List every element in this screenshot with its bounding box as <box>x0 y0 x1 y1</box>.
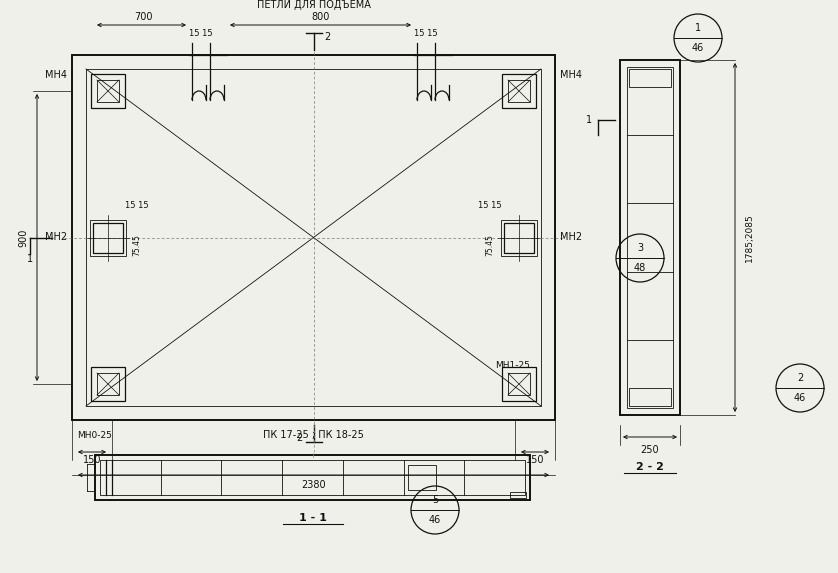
Bar <box>95 455 530 500</box>
Bar <box>502 367 536 401</box>
Bar <box>508 80 530 102</box>
Text: МН1-25: МН1-25 <box>495 360 530 370</box>
Text: 15 15: 15 15 <box>189 29 213 37</box>
Bar <box>86 69 541 406</box>
Bar <box>504 222 534 253</box>
Text: 15 15: 15 15 <box>414 29 437 37</box>
Text: 1: 1 <box>695 23 701 33</box>
Text: 250: 250 <box>641 445 660 455</box>
Text: ПЕТЛИ ДЛЯ ПОДЪЕМА: ПЕТЛИ ДЛЯ ПОДЪЕМА <box>256 0 370 10</box>
Bar <box>502 74 536 108</box>
Bar <box>100 460 525 495</box>
Text: 2: 2 <box>324 32 331 42</box>
Text: 2: 2 <box>297 433 303 443</box>
Text: 3: 3 <box>637 243 643 253</box>
Bar <box>629 69 671 87</box>
Bar <box>620 60 680 415</box>
Bar <box>501 219 537 256</box>
Text: 48: 48 <box>634 263 646 273</box>
Text: МН2: МН2 <box>45 233 67 242</box>
Text: 46: 46 <box>429 515 441 525</box>
Text: 46: 46 <box>794 393 806 403</box>
Text: 75.45: 75.45 <box>132 234 142 257</box>
Bar <box>97 80 119 102</box>
Text: 15 15: 15 15 <box>478 201 502 210</box>
Bar <box>408 465 437 490</box>
Text: 900: 900 <box>18 228 28 247</box>
Text: 5: 5 <box>432 495 438 505</box>
Text: МН2: МН2 <box>560 233 582 242</box>
Text: 150: 150 <box>83 455 101 465</box>
Text: 75.45: 75.45 <box>485 234 494 257</box>
Bar <box>91 74 125 108</box>
Text: 2380: 2380 <box>301 480 326 490</box>
Text: 700: 700 <box>134 12 153 22</box>
Text: 1: 1 <box>27 254 33 265</box>
Bar <box>629 388 671 406</box>
Text: 15 15: 15 15 <box>125 201 149 210</box>
Bar <box>72 55 555 420</box>
Text: 1785;2085: 1785;2085 <box>744 213 753 262</box>
Text: 1: 1 <box>586 115 592 125</box>
Text: 2 - 2: 2 - 2 <box>636 462 664 472</box>
Bar <box>90 219 126 256</box>
Text: МН4: МН4 <box>560 70 582 80</box>
Text: МН0-25: МН0-25 <box>77 430 112 439</box>
Bar <box>508 373 530 395</box>
Text: 46: 46 <box>692 43 704 53</box>
Bar <box>93 222 123 253</box>
Text: ПК 17-25 ; ПК 18-25: ПК 17-25 ; ПК 18-25 <box>263 430 364 440</box>
Text: МН4: МН4 <box>45 70 67 80</box>
Text: 1 - 1: 1 - 1 <box>298 513 327 523</box>
Text: 150: 150 <box>525 455 544 465</box>
Text: 800: 800 <box>311 12 329 22</box>
Bar <box>97 373 119 395</box>
Bar <box>510 492 526 498</box>
Text: 2: 2 <box>797 373 803 383</box>
Bar <box>627 67 673 408</box>
Bar <box>91 367 125 401</box>
